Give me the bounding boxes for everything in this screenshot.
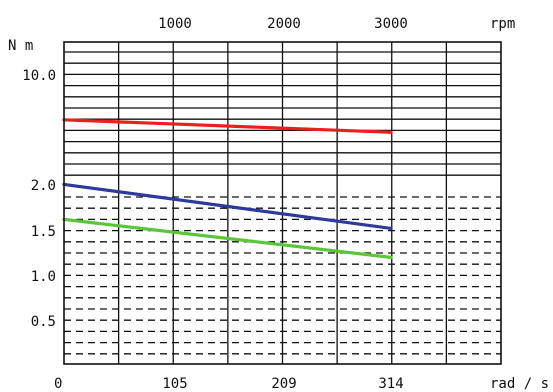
y-axis-unit: N m	[8, 38, 33, 54]
grid	[64, 42, 501, 364]
top-tick-label: 3000	[374, 16, 408, 32]
top-tick-label: 2000	[267, 16, 301, 32]
bottom-tick-label: 314	[378, 376, 403, 392]
bottom-tick-label: 105	[162, 376, 187, 392]
bottom-axis-unit: rad / s	[490, 376, 549, 392]
y-tick-label: 1.5	[31, 224, 56, 240]
series-line-1	[62, 118, 393, 134]
y-tick-label: 0.5	[31, 314, 56, 330]
bottom-tick-label: 0	[54, 376, 62, 392]
y-tick-label: 2.0	[31, 178, 56, 194]
series-line-2	[62, 182, 393, 230]
y-tick-label: 10.0	[22, 68, 56, 84]
series-line-3	[62, 217, 393, 259]
top-tick-label: 1000	[158, 16, 192, 32]
top-axis-unit: rpm	[490, 16, 515, 32]
y-tick-label: 1.0	[31, 269, 56, 285]
plot-frame	[63, 41, 502, 365]
series-lines	[62, 118, 393, 259]
bottom-tick-label: 209	[271, 376, 296, 392]
